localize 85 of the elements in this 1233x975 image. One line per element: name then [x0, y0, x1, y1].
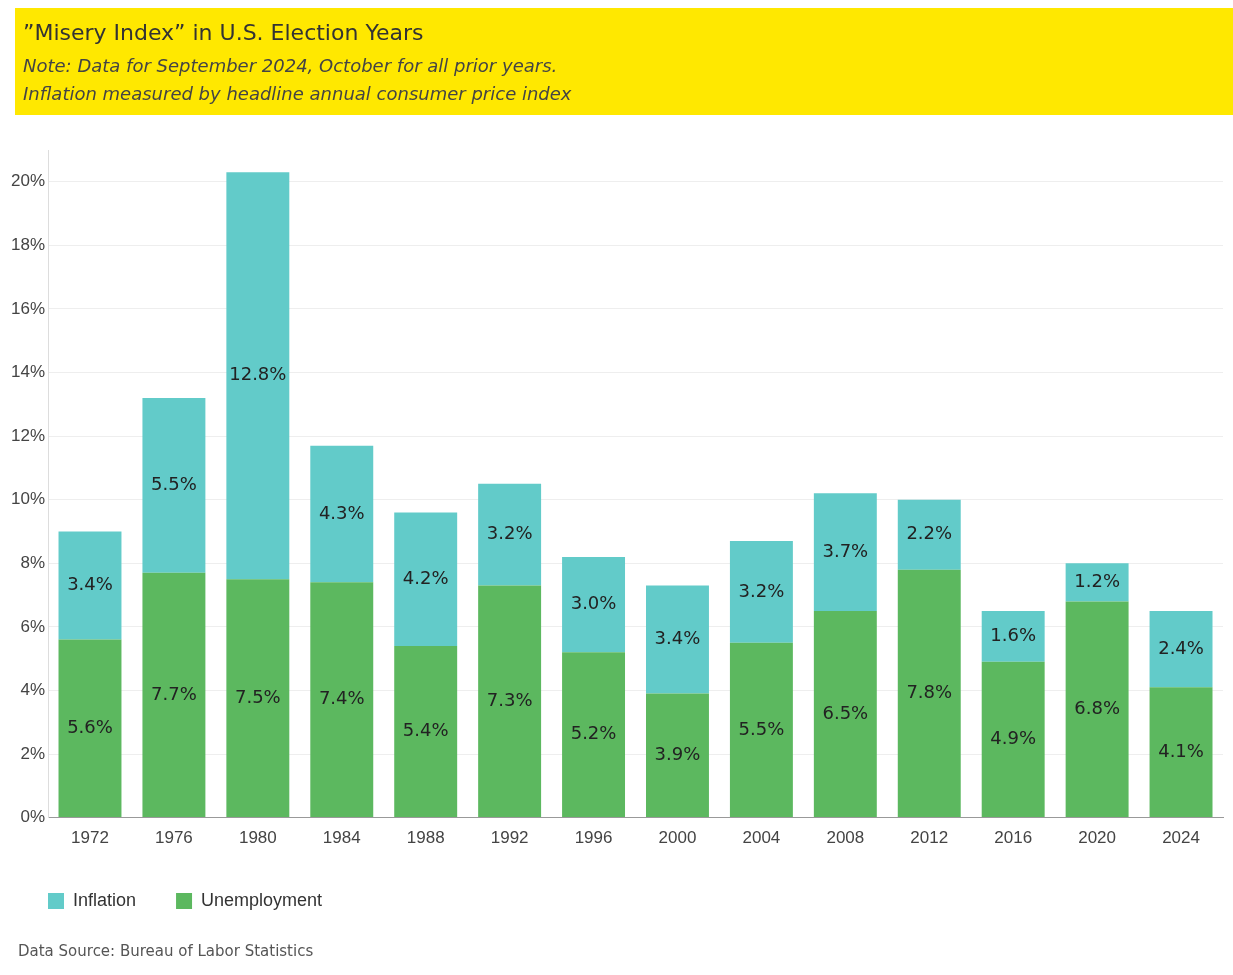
data-label: 5.6%: [67, 716, 113, 738]
data-label: 12.8%: [229, 363, 287, 385]
data-label: 6.5%: [822, 701, 869, 723]
bar: [981, 610, 1045, 662]
data-label: 4.9%: [990, 727, 1037, 749]
bar: [813, 493, 877, 611]
x-tick-label: 1972: [71, 828, 109, 848]
bar: [646, 585, 709, 694]
bar: [226, 579, 290, 818]
data-label: 3.9%: [654, 743, 701, 765]
data-label: 3.0%: [570, 592, 617, 614]
bar: [562, 556, 626, 653]
data-label: 2.2%: [906, 522, 953, 544]
legend-label: Inflation: [73, 889, 137, 910]
bar: [394, 512, 458, 646]
bar: [394, 645, 458, 818]
data-label: 7.4%: [318, 687, 365, 709]
y-tick-label: 2%: [20, 743, 46, 763]
y-tick-label: 16%: [10, 298, 46, 318]
x-tick-label: 2004: [742, 828, 781, 848]
y-tick-label: 10%: [10, 489, 46, 509]
bar: [142, 572, 206, 818]
x-tick-label: 1996: [574, 828, 613, 848]
legend-label: Unemployment: [201, 889, 323, 910]
x-tick-label: 2024: [1162, 828, 1200, 848]
data-label: 3.2%: [486, 522, 533, 544]
bar: [897, 569, 961, 818]
bar: [226, 172, 290, 580]
chart-subtitle: Note: Data for September 2024, October for all prior years. Inflation measured by headline annual consumer price index: [23, 54, 572, 106]
y-tick-label: 6%: [20, 616, 46, 636]
bar: [981, 661, 1045, 818]
x-tick-label: 1992: [490, 828, 529, 848]
data-label: 3.4%: [654, 627, 701, 649]
data-label: 7.5%: [234, 685, 281, 707]
x-tick-label: 2020: [1078, 828, 1117, 848]
data-label: 4.1%: [1158, 739, 1204, 761]
data-label: 1.2%: [1074, 570, 1120, 592]
data-label: 2.4%: [1158, 636, 1204, 658]
bar: [310, 582, 374, 818]
data-label: 7.3%: [486, 688, 533, 710]
data-label: 5.2%: [570, 722, 617, 744]
bar: [897, 499, 961, 570]
data-label: 6.8%: [1074, 696, 1120, 718]
x-tick-label: 1988: [406, 828, 445, 848]
data-label: 4.3%: [318, 501, 365, 523]
y-tick-label: 18%: [10, 235, 46, 255]
bar: [1065, 601, 1129, 818]
y-tick-label: 4%: [20, 680, 46, 700]
source-note: Data Source: Bureau of Labor Statistics: [18, 942, 314, 960]
data-label: 3.7%: [822, 539, 869, 561]
x-tick-label: 2012: [910, 828, 949, 848]
x-tick-label: 1984: [322, 828, 361, 848]
bar: [729, 642, 793, 818]
x-tick-label: 2008: [826, 828, 865, 848]
data-label: 3.2%: [738, 579, 785, 601]
bar: [58, 531, 122, 640]
bar: [562, 652, 626, 818]
bar: [1149, 610, 1213, 688]
bar: [729, 541, 793, 643]
bar: [142, 397, 206, 573]
data-label: 5.5%: [738, 717, 785, 739]
data-label: 5.5%: [151, 473, 197, 495]
y-tick-label: 20%: [10, 171, 46, 191]
bar: [58, 639, 122, 818]
bar: [478, 483, 542, 586]
y-tick-label: 8%: [20, 552, 46, 572]
y-tick-label: 14%: [10, 362, 46, 382]
x-tick-label: 2016: [994, 828, 1033, 848]
bar: [646, 693, 709, 818]
x-tick-label: 1976: [155, 828, 193, 848]
y-tick-label: 12%: [10, 425, 46, 445]
bar: [813, 610, 877, 818]
data-label: 4.2%: [402, 566, 449, 588]
chart-title: ”Misery Index” in U.S. Election Years: [23, 20, 424, 45]
bar: [478, 585, 542, 818]
bar: [310, 445, 374, 583]
data-label: 5.4%: [402, 719, 449, 741]
data-label: 3.4%: [67, 573, 113, 595]
data-label: 7.8%: [906, 681, 953, 703]
x-tick-label: 1980: [238, 828, 277, 848]
data-label: 1.6%: [990, 624, 1037, 646]
x-tick-label: 2000: [658, 828, 697, 848]
y-tick-label: 0%: [20, 807, 46, 827]
data-label: 7.7%: [151, 682, 197, 704]
bar: [1149, 687, 1213, 818]
